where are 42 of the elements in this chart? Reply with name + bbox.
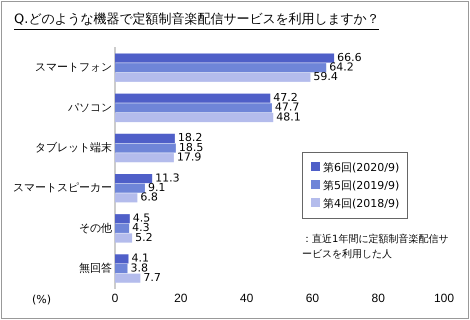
bar bbox=[115, 174, 152, 184]
y-tick-label: その他 bbox=[79, 222, 112, 234]
bar bbox=[115, 274, 140, 283]
bar bbox=[115, 254, 128, 264]
bar bbox=[115, 153, 174, 162]
x-tick-label: 0 bbox=[112, 291, 119, 306]
y-tick-label: スマートフォン bbox=[35, 62, 112, 74]
data-label: 5.2 bbox=[135, 230, 153, 244]
bar bbox=[115, 233, 132, 243]
data-label: 59.4 bbox=[313, 70, 338, 84]
data-label: 17.9 bbox=[176, 150, 202, 164]
legend-label: 第5回(2019/9) bbox=[322, 178, 400, 193]
legend-label: 第6回(2020/9) bbox=[322, 160, 400, 175]
annotation: ：直近1年間に定額制音楽配信サービスを利用した人 bbox=[302, 232, 450, 262]
data-label: 48.1 bbox=[276, 110, 301, 124]
bar bbox=[115, 72, 310, 82]
y-tick-label: 無回答 bbox=[79, 262, 112, 275]
bar bbox=[115, 53, 334, 63]
x-tick-label: 80 bbox=[372, 291, 386, 306]
bar bbox=[115, 63, 326, 72]
x-axis-title: (%) bbox=[32, 293, 52, 306]
bar bbox=[115, 94, 270, 103]
x-tick-label: 20 bbox=[174, 291, 188, 306]
bar bbox=[115, 143, 176, 153]
bar bbox=[115, 264, 128, 274]
legend-label: 第4回(2018/9) bbox=[322, 196, 400, 211]
data-label: 11.3 bbox=[155, 171, 180, 184]
y-tick-label: タブレット端末 bbox=[35, 141, 112, 154]
y-tick-label: パソコン bbox=[67, 102, 112, 114]
x-tick-label: 40 bbox=[240, 291, 254, 306]
x-tick-label: 100 bbox=[434, 291, 454, 306]
x-tick-label: 60 bbox=[306, 291, 320, 306]
data-label: 6.8 bbox=[140, 190, 158, 204]
bar bbox=[115, 184, 145, 193]
bar bbox=[115, 103, 272, 112]
y-tick-label: スマートスピーカー bbox=[13, 182, 112, 194]
bar bbox=[115, 224, 130, 233]
bar bbox=[115, 112, 274, 122]
chart-title: Q.どのような機器で定額制音楽配信サービスを利用しますか？ bbox=[14, 10, 380, 30]
bar bbox=[115, 214, 130, 224]
bar bbox=[115, 134, 175, 143]
bar bbox=[115, 193, 138, 202]
